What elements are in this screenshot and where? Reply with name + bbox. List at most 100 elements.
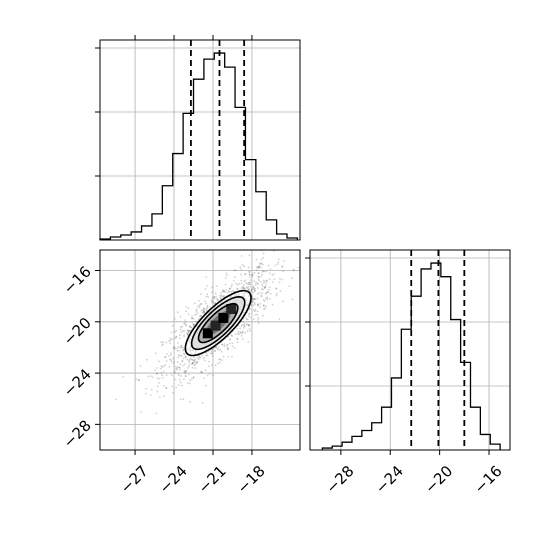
sample-point bbox=[281, 278, 283, 281]
sample-point bbox=[194, 320, 197, 323]
sample-point bbox=[236, 333, 239, 335]
x-tick-label: −21 bbox=[195, 462, 230, 497]
sample-point bbox=[185, 324, 188, 327]
sample-point bbox=[178, 374, 181, 377]
sample-point bbox=[274, 264, 276, 267]
sample-point bbox=[264, 285, 267, 288]
sample-point bbox=[291, 298, 294, 301]
sample-point bbox=[249, 285, 252, 288]
sample-point bbox=[181, 359, 184, 362]
sample-point bbox=[262, 314, 264, 317]
sample-point bbox=[184, 370, 187, 373]
sample-point bbox=[256, 313, 259, 316]
sample-point bbox=[200, 315, 202, 317]
sample-point bbox=[207, 295, 210, 298]
sample-point bbox=[229, 338, 231, 340]
sample-point bbox=[169, 337, 172, 340]
sample-point bbox=[243, 280, 246, 283]
sample-point bbox=[192, 323, 195, 326]
sample-point bbox=[179, 337, 181, 340]
sample-point bbox=[182, 348, 185, 351]
sample-point bbox=[251, 295, 254, 298]
sample-point bbox=[250, 290, 253, 292]
sample-point bbox=[210, 352, 212, 355]
sample-point bbox=[236, 327, 239, 330]
sample-point bbox=[229, 287, 231, 290]
sample-point bbox=[211, 350, 213, 353]
sample-point bbox=[243, 287, 246, 290]
sample-point bbox=[263, 287, 266, 289]
sample-point bbox=[266, 296, 269, 299]
sample-point bbox=[194, 358, 197, 361]
sample-point bbox=[275, 293, 278, 295]
sample-point bbox=[161, 374, 163, 377]
sample-point bbox=[198, 306, 201, 309]
sample-point bbox=[216, 347, 219, 350]
sample-point bbox=[210, 301, 213, 303]
sample-point bbox=[161, 377, 164, 379]
sample-point bbox=[282, 270, 285, 273]
sample-point bbox=[268, 298, 271, 300]
sample-point bbox=[214, 301, 217, 304]
sample-point bbox=[269, 268, 272, 270]
sample-point bbox=[201, 371, 203, 374]
density-core-cell bbox=[218, 312, 229, 323]
sample-point bbox=[258, 276, 260, 279]
sample-point bbox=[231, 335, 234, 337]
sample-point bbox=[278, 318, 281, 320]
sample-point bbox=[266, 280, 269, 283]
sample-point bbox=[264, 292, 267, 295]
x-tick-label: −24 bbox=[156, 462, 191, 497]
sample-point bbox=[257, 266, 260, 269]
sample-point bbox=[234, 269, 237, 272]
sample-point bbox=[198, 356, 201, 359]
sample-point bbox=[171, 325, 174, 327]
sample-point bbox=[262, 270, 265, 272]
sample-point bbox=[243, 322, 246, 325]
sample-point bbox=[212, 301, 215, 304]
sample-point bbox=[223, 290, 226, 293]
sample-point bbox=[149, 394, 152, 396]
sample-point bbox=[180, 375, 183, 377]
sample-point bbox=[185, 323, 187, 326]
sample-point bbox=[201, 354, 203, 357]
sample-point bbox=[191, 378, 193, 380]
sample-point bbox=[178, 366, 180, 369]
sample-point bbox=[222, 289, 224, 292]
sample-point bbox=[176, 342, 179, 344]
sample-point bbox=[226, 291, 229, 294]
sample-point bbox=[201, 311, 204, 314]
sample-point bbox=[225, 272, 228, 275]
sample-point bbox=[257, 304, 259, 307]
sample-point bbox=[187, 382, 189, 384]
sample-point bbox=[248, 308, 251, 311]
sample-point bbox=[201, 402, 204, 404]
sample-point bbox=[259, 263, 262, 265]
sample-point bbox=[202, 311, 205, 314]
sample-point bbox=[210, 364, 213, 366]
sample-point bbox=[173, 346, 176, 348]
sample-point bbox=[252, 286, 255, 289]
sample-point bbox=[176, 349, 179, 352]
sample-point bbox=[184, 375, 187, 377]
sample-point bbox=[145, 358, 148, 361]
sample-point bbox=[253, 298, 255, 300]
sample-point bbox=[188, 363, 191, 366]
sample-point bbox=[250, 304, 253, 307]
histogram-panel-x bbox=[95, 35, 301, 241]
quantile-lines bbox=[410, 250, 466, 450]
sample-point bbox=[263, 270, 265, 273]
sample-point bbox=[177, 345, 180, 348]
sample-point bbox=[183, 378, 185, 380]
joint-panel: −27 −24 −21 −18 −16−20−24−28 bbox=[60, 249, 301, 497]
sample-point bbox=[179, 328, 182, 331]
sample-point bbox=[261, 273, 264, 276]
sample-point bbox=[185, 306, 188, 308]
sample-point bbox=[266, 298, 269, 301]
sample-point bbox=[140, 411, 142, 413]
sample-point bbox=[201, 308, 204, 311]
sample-point bbox=[269, 272, 271, 275]
sample-point bbox=[196, 357, 199, 359]
sample-point bbox=[154, 369, 156, 372]
sample-point bbox=[265, 279, 268, 282]
